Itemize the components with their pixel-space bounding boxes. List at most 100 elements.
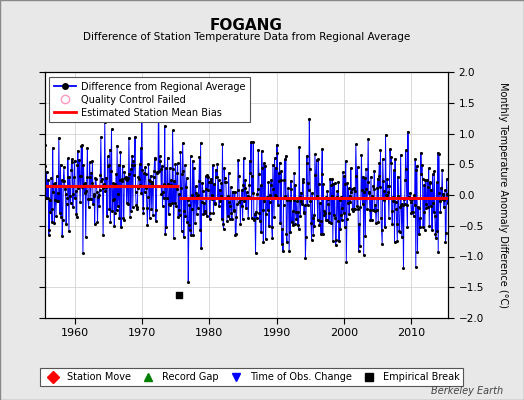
Point bbox=[112, 206, 121, 213]
Point bbox=[374, 175, 382, 182]
Point bbox=[78, 142, 86, 148]
Point bbox=[410, 202, 419, 208]
Point bbox=[365, 190, 373, 196]
Point bbox=[270, 214, 278, 221]
Point bbox=[138, 112, 146, 119]
Point bbox=[180, 234, 188, 240]
Point bbox=[440, 196, 449, 203]
Point bbox=[41, 163, 50, 169]
Point bbox=[171, 160, 180, 167]
Point bbox=[173, 170, 181, 176]
Point bbox=[131, 134, 139, 140]
Point bbox=[359, 252, 368, 258]
Point bbox=[322, 194, 330, 200]
Point bbox=[141, 170, 150, 177]
Point bbox=[191, 220, 199, 227]
Point bbox=[256, 182, 265, 188]
Point bbox=[86, 196, 95, 203]
Point bbox=[260, 160, 268, 166]
Text: Difference of Station Temperature Data from Regional Average: Difference of Station Temperature Data f… bbox=[83, 32, 410, 42]
Point bbox=[166, 202, 174, 208]
Point bbox=[414, 204, 422, 210]
Point bbox=[224, 170, 233, 176]
Point bbox=[356, 204, 365, 210]
Point bbox=[314, 156, 322, 162]
Point bbox=[183, 196, 192, 203]
Point bbox=[293, 198, 301, 204]
Point bbox=[277, 177, 285, 184]
Point bbox=[46, 197, 54, 204]
Point bbox=[196, 227, 204, 233]
Point bbox=[239, 182, 247, 188]
Point bbox=[319, 180, 328, 187]
Point bbox=[215, 203, 223, 209]
Point bbox=[386, 146, 394, 153]
Point bbox=[399, 264, 408, 271]
Point bbox=[212, 166, 220, 173]
Point bbox=[292, 215, 301, 222]
Point bbox=[430, 208, 438, 215]
Point bbox=[376, 184, 384, 190]
Point bbox=[357, 194, 365, 201]
Point bbox=[190, 195, 199, 201]
Point bbox=[219, 141, 227, 147]
Point bbox=[346, 199, 354, 205]
Point bbox=[151, 218, 160, 224]
Point bbox=[249, 138, 257, 145]
Point bbox=[375, 160, 384, 166]
Point bbox=[178, 171, 187, 178]
Point bbox=[44, 176, 52, 183]
Point bbox=[273, 150, 281, 156]
Point bbox=[342, 158, 350, 164]
Point bbox=[215, 186, 224, 193]
Point bbox=[389, 198, 397, 204]
Point bbox=[73, 162, 82, 168]
Point bbox=[235, 173, 243, 179]
Point bbox=[406, 196, 414, 202]
Point bbox=[201, 173, 210, 179]
Point bbox=[119, 217, 128, 223]
Point bbox=[311, 151, 319, 158]
Point bbox=[335, 196, 344, 203]
Point bbox=[399, 202, 407, 208]
Point bbox=[172, 203, 180, 210]
Point bbox=[385, 215, 393, 222]
Point bbox=[311, 172, 320, 178]
Point bbox=[388, 208, 396, 214]
Point bbox=[61, 186, 69, 192]
Point bbox=[106, 219, 115, 225]
Point bbox=[286, 228, 294, 235]
Point bbox=[157, 191, 166, 197]
Point bbox=[53, 190, 62, 196]
Point bbox=[430, 168, 439, 174]
Point bbox=[181, 213, 190, 220]
Point bbox=[220, 226, 228, 233]
Text: FOGANG: FOGANG bbox=[210, 18, 283, 33]
Point bbox=[358, 200, 367, 207]
Point bbox=[67, 167, 75, 173]
Point bbox=[53, 198, 61, 204]
Point bbox=[135, 176, 143, 182]
Point bbox=[147, 206, 156, 212]
Point bbox=[398, 201, 407, 208]
Point bbox=[435, 190, 443, 196]
Point bbox=[341, 181, 350, 188]
Point bbox=[423, 176, 431, 183]
Point bbox=[172, 186, 181, 192]
Point bbox=[221, 174, 229, 181]
Point bbox=[256, 218, 264, 224]
Point bbox=[96, 172, 104, 178]
Point bbox=[148, 179, 156, 185]
Point bbox=[281, 153, 290, 159]
Point bbox=[419, 224, 427, 230]
Point bbox=[90, 193, 99, 199]
Point bbox=[400, 201, 409, 207]
Point bbox=[150, 168, 158, 174]
Point bbox=[334, 178, 343, 185]
Point bbox=[74, 148, 82, 154]
Point bbox=[358, 186, 366, 193]
Point bbox=[403, 224, 411, 230]
Point bbox=[412, 167, 421, 173]
Point bbox=[199, 188, 207, 194]
Point bbox=[103, 153, 112, 160]
